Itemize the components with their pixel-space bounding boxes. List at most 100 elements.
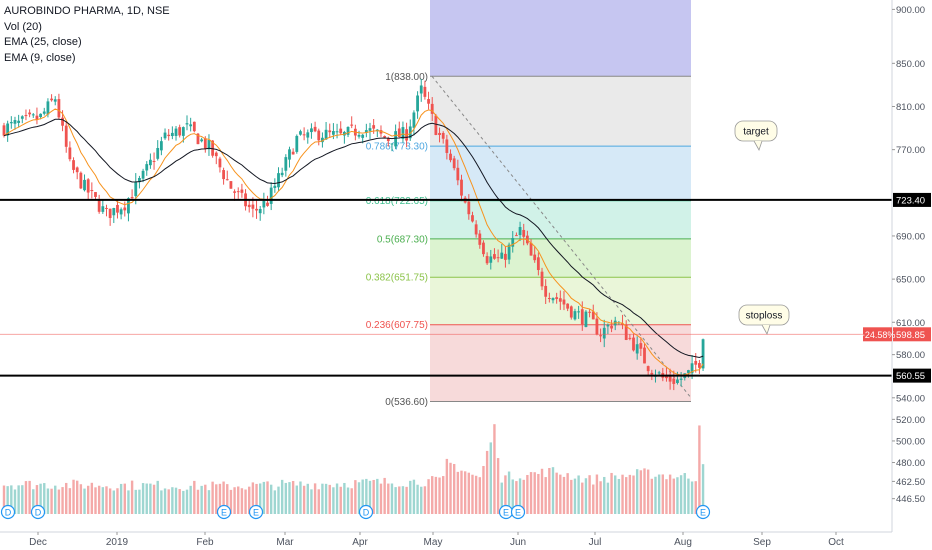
volume-bar (171, 487, 174, 514)
volume-bar (387, 483, 390, 514)
volume-bar (273, 490, 277, 514)
volume-bar (17, 485, 20, 514)
candle-body (61, 117, 64, 126)
volume-bar (452, 463, 456, 514)
candle-body (339, 128, 343, 134)
candle-body (434, 115, 438, 135)
candle-body (222, 170, 225, 180)
candle-body (595, 318, 599, 335)
candle-body (441, 132, 445, 139)
volume-bar (189, 485, 192, 514)
candle-body (650, 372, 654, 375)
candle-body (321, 137, 324, 143)
volume-bar (65, 482, 68, 514)
candle-body (551, 298, 555, 301)
callout-target[interactable]: target (734, 120, 778, 151)
event-marker-E[interactable]: E (498, 504, 514, 520)
price-axis[interactable]: 900.00 850.00 810.00 770.00 690.00 650.00 610.… (891, 0, 932, 550)
price-tick-label: 580.00 (896, 350, 925, 361)
candle-body (211, 140, 215, 156)
current-price-tag-label: 598.85 (896, 330, 925, 341)
volume-bar (445, 458, 449, 514)
volume-bar (573, 478, 577, 514)
symbol-title[interactable]: AUROBINDO PHARMA, 1D, NSE (4, 5, 170, 17)
candle-body (200, 139, 204, 142)
candle-body (573, 311, 577, 320)
volume-bar (101, 487, 105, 514)
candle-body (203, 138, 207, 149)
candle-body (522, 229, 526, 237)
volume-bar (302, 485, 306, 514)
volume-bar (317, 489, 320, 514)
event-marker-E[interactable]: E (510, 504, 526, 520)
candle-body (17, 120, 21, 123)
event-marker-E[interactable]: E (248, 504, 264, 520)
volume-bar (694, 481, 697, 514)
event-marker-E[interactable]: E (695, 504, 711, 520)
fib-label-0.236: 0.236(607.75) (366, 320, 428, 331)
event-marker-circle (695, 504, 711, 520)
time-tick-label: Mar (276, 537, 294, 548)
volume-bar (595, 474, 599, 514)
candle-body (412, 112, 416, 128)
candle-body (6, 123, 10, 136)
candle-body (698, 363, 701, 368)
volume-bar (68, 488, 72, 514)
fib-zone-top (430, 0, 691, 77)
volume-bar (672, 478, 675, 514)
time-tick-label: Dec (29, 537, 47, 548)
volume-bar (540, 468, 544, 514)
event-marker-D[interactable]: D (0, 504, 16, 520)
event-marker-E[interactable]: E (216, 504, 232, 520)
price-tick-label: 520.00 (896, 415, 925, 426)
candles (2, 78, 705, 391)
volume-bar (10, 485, 13, 514)
candle-body (167, 134, 171, 137)
callout-stoploss[interactable]: stoploss (738, 304, 790, 335)
candle-body (123, 207, 127, 211)
candle-body (507, 244, 511, 260)
volume-bar (204, 484, 207, 514)
volume-bar (438, 477, 441, 514)
volume-bar (269, 484, 273, 514)
volume-bar (420, 486, 423, 514)
candle-body (185, 123, 189, 125)
candle-body (701, 339, 705, 369)
ema9-indicator-label[interactable]: EMA (9, close) (4, 51, 76, 64)
candle-body (679, 378, 683, 380)
volume-bar (379, 483, 383, 514)
volume-bar (409, 480, 412, 514)
volume-bar (394, 487, 397, 514)
candle-body (53, 99, 57, 102)
fibonacci-retracement[interactable]: 1(838.00) 0.786(773.30) 0.618(722.65) 0.5(6… (366, 0, 692, 408)
volume-bar (43, 483, 46, 514)
candle-body (485, 256, 489, 264)
event-marker-D[interactable]: D (358, 504, 374, 520)
candle-body (163, 132, 167, 139)
time-axis[interactable]: Dec 2019 Feb Mar Apr May Jun Jul Aug Sep Oct (0, 531, 932, 550)
volume-bar (313, 483, 317, 514)
candle-body (357, 134, 361, 137)
volume-bar (324, 483, 328, 514)
volume-bar (467, 472, 471, 514)
candle-body (13, 120, 17, 124)
candle-body (214, 152, 218, 157)
event-marker-letter: D (35, 508, 42, 518)
ema25-indicator-label[interactable]: EMA (25, close) (4, 36, 82, 48)
price-tick-label: 650.00 (896, 275, 925, 286)
volume-indicator-label[interactable]: Vol (20) (4, 20, 42, 33)
candle-body (346, 126, 350, 135)
volume-bar (200, 485, 203, 514)
event-marker-D[interactable]: D (30, 504, 46, 520)
event-marker-circle (216, 504, 232, 520)
candle-body (511, 238, 515, 247)
volume-bar (116, 488, 119, 514)
volume-bar (152, 484, 156, 514)
candle-body (584, 311, 588, 327)
volume-bar (431, 476, 434, 514)
volume-bar (229, 489, 233, 514)
volume-bar (654, 476, 657, 514)
candle-body (602, 327, 606, 339)
